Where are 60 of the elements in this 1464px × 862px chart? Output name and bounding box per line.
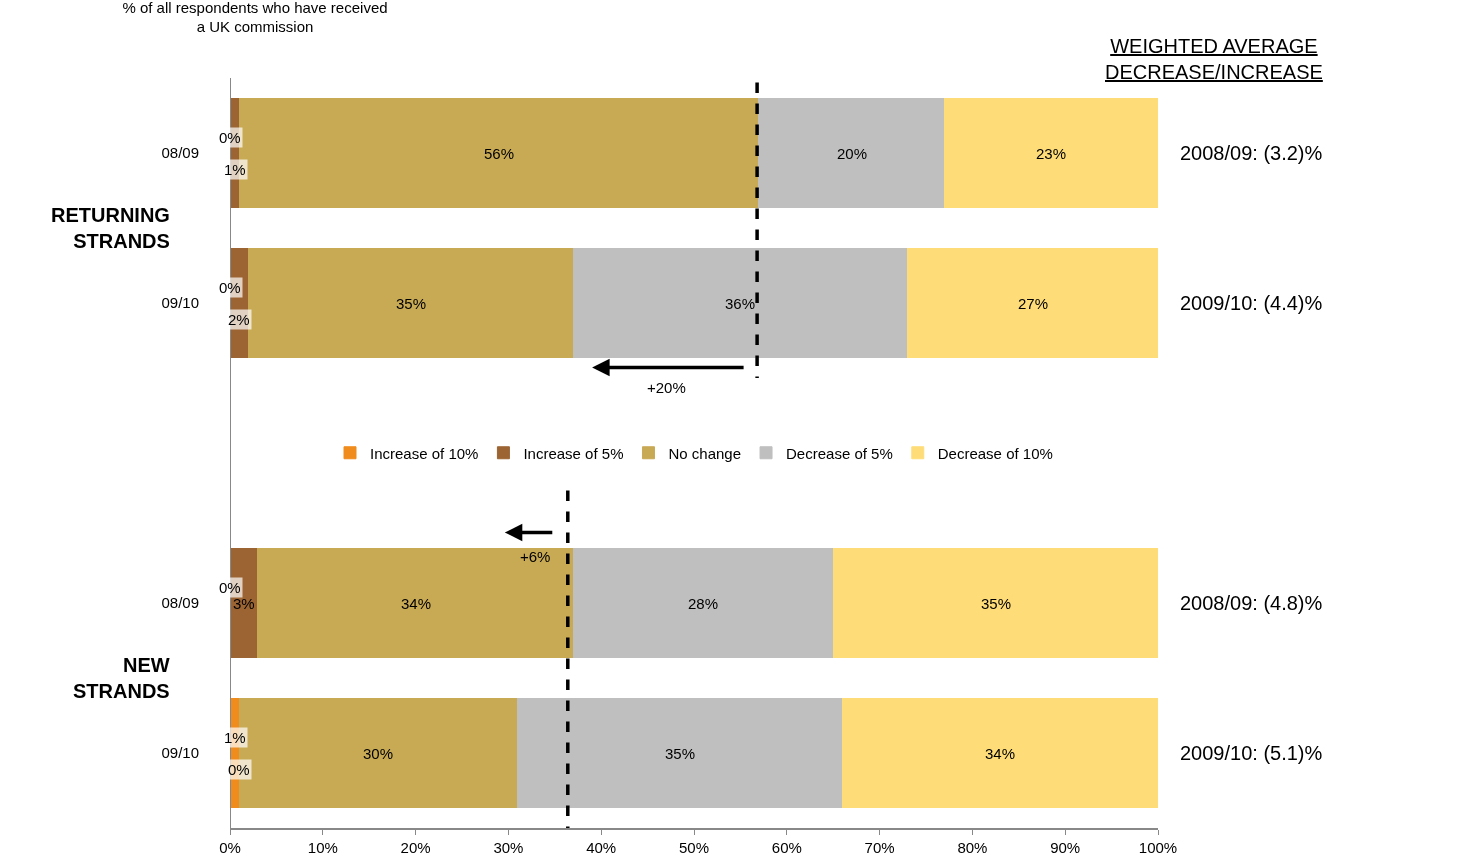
legend-label: Decrease of 5% <box>786 444 893 462</box>
x-tick-label: 10% <box>307 839 338 856</box>
text: 2009/10: (4.4)% <box>1180 292 1323 314</box>
text: 2009/10: (5.1)% <box>1180 742 1323 764</box>
data-label: 34% <box>401 595 432 612</box>
legend-label: Decrease of 10% <box>937 444 1053 462</box>
data-label: 0% <box>219 579 241 596</box>
text: NEW STRANDS <box>73 654 170 702</box>
annotation: WEIGHTED AVERAGE DECREASE/INCREASE <box>1105 35 1323 83</box>
data-label: 35% <box>665 745 696 762</box>
bar <box>944 97 1158 209</box>
y-tick-label: 09/10 <box>161 294 199 312</box>
bar <box>841 697 1158 809</box>
text: RETURNING STRANDS <box>51 204 170 252</box>
legend-label: Increase of 5% <box>523 444 624 462</box>
x-tick-label: 100% <box>1138 839 1178 856</box>
data-label: 3% <box>233 595 255 612</box>
legend-label: Increase of 10% <box>370 444 479 462</box>
bar <box>572 247 908 359</box>
data-label: 35% <box>981 595 1012 612</box>
text: 2008/09: (4.8)% <box>1180 592 1323 614</box>
data-label: 30% <box>363 745 394 762</box>
legend-label: No change <box>668 444 742 462</box>
bar <box>572 547 834 659</box>
x-tick-label: 30% <box>493 839 524 856</box>
chart-title: % of all respondents who have received a UK commission <box>122 0 388 36</box>
bar <box>832 547 1158 659</box>
data-label: 1% <box>224 161 246 178</box>
x-tick-label: 70% <box>864 839 895 856</box>
annotation: +20% <box>647 379 686 396</box>
bar <box>906 247 1158 359</box>
data-label: 35% <box>396 295 427 312</box>
text: 2008/09: (3.2)% <box>1180 142 1323 164</box>
x-tick-label: 60% <box>771 839 802 856</box>
data-label: 0% <box>219 279 241 296</box>
x-tick-label: 20% <box>400 839 431 856</box>
x-tick-label: 0% <box>219 839 241 856</box>
bar <box>248 247 574 359</box>
x-tick-label: 40% <box>586 839 617 856</box>
data-label: 28% <box>688 595 719 612</box>
data-label: 1% <box>224 729 246 746</box>
data-label: 36% <box>725 295 756 312</box>
data-label: 34% <box>985 745 1016 762</box>
bar <box>517 697 843 809</box>
bar <box>257 547 574 659</box>
data-label: 27% <box>1018 295 1049 312</box>
data-label: 2% <box>228 311 250 328</box>
data-label: 23% <box>1036 145 1067 162</box>
y-tick-label: 09/10 <box>161 744 199 762</box>
x-tick-label: 80% <box>957 839 988 856</box>
data-label: 0% <box>228 761 250 778</box>
data-label: 0% <box>219 129 241 146</box>
y-tick-label: 08/09 <box>161 144 199 162</box>
data-label: 20% <box>837 145 868 162</box>
x-tick-label: 90% <box>1050 839 1081 856</box>
y-tick-label: 08/09 <box>161 594 199 612</box>
annotation: +6% <box>520 548 551 565</box>
bar <box>758 97 946 209</box>
data-label: 56% <box>484 145 515 162</box>
x-tick-label: 50% <box>678 839 710 856</box>
